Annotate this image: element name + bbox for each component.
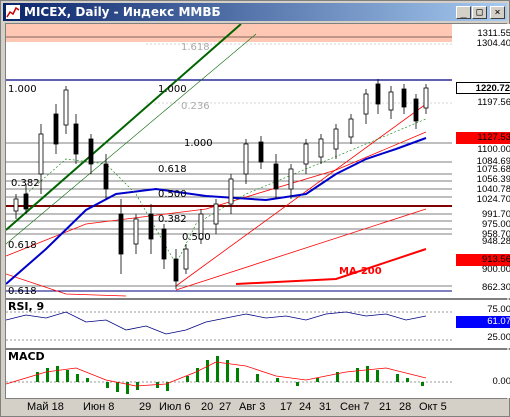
fib-label: 0.382 (158, 214, 187, 225)
rsi-tick: 25.00 (487, 332, 510, 343)
minimize-button[interactable]: _ (456, 6, 471, 19)
candlesticks (13, 79, 429, 289)
fib-label: 0.618 (158, 164, 187, 175)
fib-label: 0.500 (158, 189, 187, 200)
price-tick: 1311.55 (477, 28, 510, 39)
macd-tick: 0.00 (492, 376, 510, 387)
date-tick: 28 (399, 401, 412, 413)
trend-line (175, 208, 427, 291)
macd-plot (6, 356, 452, 394)
date-tick: Май 18 (27, 401, 64, 413)
date-tick: Сен 7 (340, 401, 370, 413)
close-button[interactable]: × (490, 6, 505, 19)
macd-signal-line (6, 361, 427, 387)
price-tick: 1056.39 (476, 174, 510, 185)
window-title: MICEX, Daily - Индекс ММВБ (24, 5, 221, 19)
moving-average-line (6, 137, 427, 285)
price-highlight: 913.56 (456, 254, 510, 266)
fib-label: 0.618 (8, 286, 37, 297)
macd-pane[interactable]: MACD 0.00 (5, 349, 510, 399)
price-tick: 862.30 (481, 282, 510, 293)
date-tick: Окт 5 (419, 401, 447, 413)
fib-label: 0.618 (8, 240, 37, 251)
price-tick: 1304.40 (476, 38, 510, 49)
rsi-current-value: 61.07 (456, 316, 510, 328)
price-tick: 991.70 (481, 209, 510, 220)
rsi-label: RSI, 9 (8, 300, 45, 313)
time-axis: Май 18 Июн 8 29 Июл 6 20 27 Авг 3 17 24 … (1, 398, 509, 416)
date-tick: 20 (201, 401, 214, 413)
fib-label: 1.618 (181, 42, 210, 53)
fib-label: 1.000 (158, 84, 187, 95)
price-chart-pane[interactable]: 1.618 1.000 1.000 0.236 1.000 0.618 0.50… (5, 23, 510, 299)
date-tick: 21 (379, 401, 392, 413)
price-chart-plot (6, 24, 452, 297)
ma-200-label: MA-200 (339, 266, 382, 277)
maximize-button[interactable]: □ (472, 6, 487, 19)
date-tick: 29 (139, 401, 152, 413)
price-tick: 1075.68 (476, 164, 510, 175)
date-tick: 27 (219, 401, 232, 413)
date-tick: 17 (280, 401, 293, 413)
fib-label: 0.382 (11, 178, 40, 189)
macd-scale: 0.00 (456, 350, 510, 398)
price-tick: 1084.69 (476, 156, 510, 167)
price-tick: 958.70 (481, 229, 510, 240)
trend-line (6, 33, 257, 245)
chart-icon (6, 5, 20, 19)
rsi-tick: 75.00 (487, 304, 510, 315)
date-tick: 24 (299, 401, 312, 413)
resistance-zone (6, 24, 452, 42)
rsi-plot (6, 311, 452, 341)
price-tick: 1024.70 (476, 194, 510, 205)
price-tick: 1040.78 (476, 184, 510, 195)
price-tick: 900.00 (481, 264, 510, 275)
ma-200-line (235, 248, 427, 285)
rsi-line (6, 311, 427, 335)
price-tick: 1100.00 (477, 144, 510, 155)
price-tick: 975.00 (481, 219, 510, 230)
macd-label: MACD (8, 350, 45, 363)
date-tick: Июл 6 (159, 401, 191, 413)
price-tick: 948.28 (481, 236, 510, 247)
rsi-pane[interactable]: RSI, 9 75.00 61.07 25.00 (5, 299, 510, 349)
price-scale[interactable]: 1311.55 1304.40 1220.72 1197.56 1127.53 … (456, 24, 510, 298)
price-current-value: 1220.72 (456, 82, 510, 94)
fib-label: 0.236 (181, 101, 210, 112)
date-tick: 31 (319, 401, 332, 413)
price-highlight: 1127.53 (456, 132, 510, 144)
price-tick: 1197.56 (456, 97, 510, 109)
date-tick: Июн 8 (83, 401, 115, 413)
fib-label: 1.000 (184, 138, 213, 149)
trend-line (6, 24, 242, 231)
fib-label: 0.500 (182, 232, 211, 243)
fib-label: 1.000 (8, 84, 37, 95)
rsi-scale: 75.00 61.07 25.00 (456, 300, 510, 348)
date-tick: Авг 3 (239, 401, 266, 413)
title-bar[interactable]: MICEX, Daily - Индекс ММВБ _ □ × (3, 3, 507, 21)
